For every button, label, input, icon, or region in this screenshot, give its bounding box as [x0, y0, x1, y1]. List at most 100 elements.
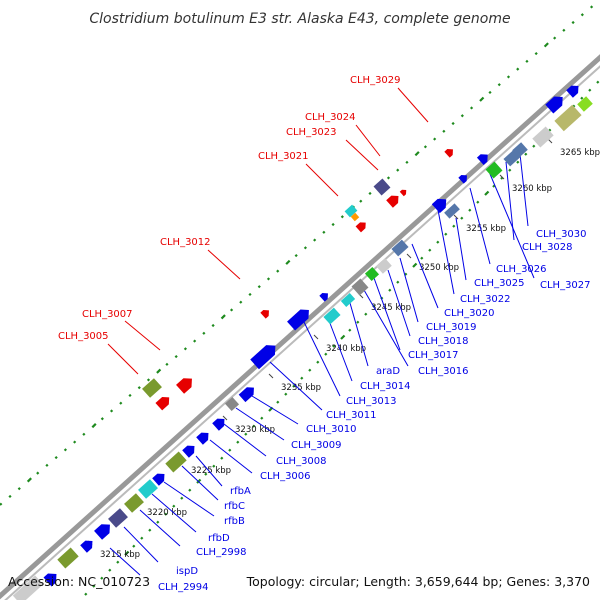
- feature-arrow: [212, 418, 225, 431]
- reverse-label-leader: [437, 209, 455, 295]
- reverse-strand-feature: [57, 547, 79, 569]
- reverse-label-leader: [269, 361, 323, 411]
- gc-skew-mark: [468, 208, 472, 212]
- reverse-gene-label: rfbB: [224, 516, 245, 527]
- reverse-label-leader: [505, 161, 515, 241]
- gc-skew-mark: [460, 216, 464, 220]
- kbp-tick-label: 3220 kbp: [147, 508, 187, 518]
- gc-skew-mark: [516, 67, 520, 71]
- forward-gene-label: CLH_3007: [82, 309, 133, 320]
- summary-text: Topology: circular; Length: 3,659,644 bp…: [246, 574, 590, 589]
- reverse-strand-feature: [108, 508, 128, 528]
- kbp-tick-label: 3250 kbp: [419, 263, 459, 273]
- gc-skew-mark: [183, 347, 187, 351]
- reverse-gene-label: CLH_2994: [158, 582, 209, 593]
- gc-skew-mark: [156, 520, 160, 524]
- reverse-gene-label: CLH_3011: [326, 410, 377, 421]
- feature-box: [485, 161, 503, 179]
- feature-box: [444, 203, 460, 219]
- gc-skew-mark: [303, 246, 307, 250]
- gc-skew-mark: [54, 456, 58, 460]
- gc-skew-mark: [220, 456, 224, 460]
- kbp-tick-mark: [453, 214, 459, 220]
- reverse-label-leader: [399, 257, 419, 323]
- reverse-strand-feature: [431, 198, 447, 214]
- gc-skew-mark: [84, 592, 88, 596]
- reverse-gene-label: CLH_3017: [408, 350, 459, 361]
- forward-strand-feature: [386, 195, 399, 208]
- gc-skew-mark: [420, 256, 424, 260]
- reverse-label-leader: [327, 317, 353, 382]
- forward-gene-label: CLH_3023: [286, 127, 337, 138]
- gc-skew-mark: [313, 238, 317, 242]
- reverse-strand-feature: [224, 396, 240, 412]
- feature-box: [577, 96, 593, 112]
- forward-label-leader: [355, 124, 381, 157]
- gc-skew-mark: [396, 280, 400, 284]
- gc-skew-mark: [412, 262, 418, 268]
- gc-skew-mark: [356, 320, 360, 324]
- gc-skew-mark: [148, 528, 152, 532]
- reverse-label-leader: [181, 465, 219, 501]
- gc-skew-mark: [423, 145, 427, 149]
- reverse-label-leader: [209, 439, 253, 474]
- gc-skew-mark: [73, 440, 77, 444]
- feature-arrow: [250, 345, 276, 370]
- feature-arrow: [566, 85, 579, 98]
- gc-skew-mark: [469, 106, 474, 110]
- gc-skew-mark: [348, 328, 352, 332]
- reverse-strand-feature: [152, 473, 165, 486]
- gc-skew-mark: [562, 28, 566, 32]
- gc-skew-mark: [534, 52, 538, 56]
- gc-skew-mark: [45, 463, 49, 467]
- feature-box: [391, 239, 409, 257]
- feature-arrow: [182, 445, 195, 458]
- forward-strand-feature: [155, 396, 170, 411]
- gc-skew-mark: [244, 432, 248, 436]
- gc-skew-mark: [433, 137, 437, 141]
- forward-strand-feature: [545, 96, 563, 114]
- gc-skew-mark: [580, 96, 584, 100]
- reverse-strand-feature: [351, 278, 369, 296]
- reverse-label-leader: [349, 302, 369, 367]
- gc-skew-mark: [266, 277, 271, 281]
- reverse-gene-label: CLH_3018: [418, 336, 469, 347]
- reverse-strand-feature: [182, 445, 195, 458]
- gc-skew-mark: [316, 360, 320, 364]
- gc-skew-mark: [248, 292, 252, 297]
- gc-skew-mark: [405, 160, 409, 164]
- feature-arrow: [319, 293, 328, 302]
- gc-skew-mark: [497, 83, 501, 87]
- reverse-gene-label: CLH_3006: [260, 471, 311, 482]
- reverse-strand-feature: [485, 161, 503, 179]
- gc-skew-mark: [368, 191, 372, 196]
- gc-skew-mark: [553, 36, 557, 40]
- gc-skew-mark: [596, 80, 600, 84]
- kbp-tick-label: 3265 kbp: [560, 148, 600, 158]
- gc-skew-mark: [516, 160, 520, 164]
- gc-skew-mark: [322, 230, 326, 234]
- feature-arrow: [386, 195, 399, 208]
- reverse-strand-feature: [12, 575, 44, 600]
- reverse-strand-feature: [364, 266, 380, 282]
- feature-box: [165, 451, 187, 473]
- reverse-gene-label: CLH_3019: [426, 322, 477, 333]
- gc-skew-mark: [588, 88, 592, 92]
- gc-skew-mark: [116, 560, 120, 564]
- reverse-strand-feature: [94, 524, 110, 540]
- feature-arrow: [476, 154, 488, 166]
- reverse-gene-label: rfbC: [224, 501, 245, 512]
- reverse-strand-feature: [80, 540, 93, 553]
- feature-arrow: [545, 96, 563, 114]
- gc-skew-mark: [100, 417, 104, 421]
- forward-strand-feature: [344, 204, 358, 218]
- gc-skew-mark: [506, 75, 511, 79]
- feature-box: [224, 396, 240, 412]
- kbp-tick-label: 3240 kbp: [326, 344, 366, 354]
- gc-skew-mark: [340, 334, 346, 340]
- reverse-strand-feature: [376, 258, 392, 274]
- kbp-tick-label: 3235 kbp: [281, 383, 321, 393]
- feature-box: [554, 104, 582, 132]
- reverse-strand-feature: [458, 175, 467, 184]
